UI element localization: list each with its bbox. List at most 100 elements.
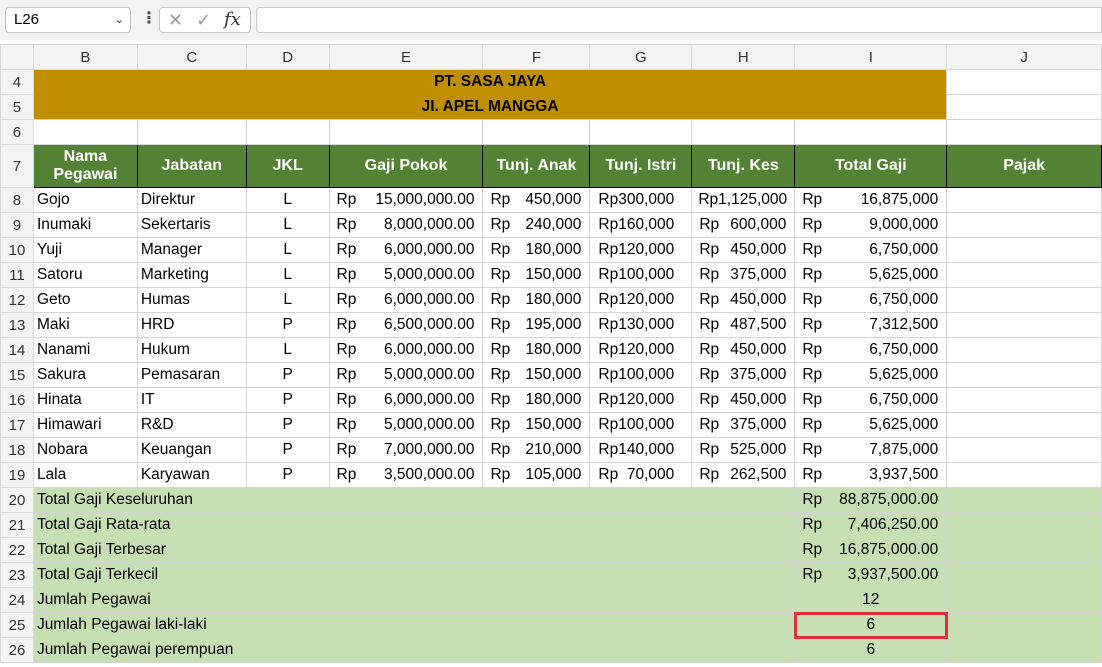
employee-position[interactable]: HRD	[136, 312, 247, 338]
tax-cell[interactable]	[946, 187, 1102, 213]
wife-allowance[interactable]: Rp100,000	[589, 412, 693, 438]
health-allowance[interactable]: Rp 525,000	[691, 437, 796, 463]
child-allowance[interactable]: Rp 150,000	[482, 412, 591, 438]
child-allowance[interactable]: Rp 240,000	[482, 212, 591, 238]
employee-gender[interactable]: L	[245, 187, 330, 213]
cancel-icon[interactable]: ✕	[168, 10, 184, 30]
tax-cell[interactable]	[946, 437, 1102, 463]
employee-gender[interactable]: P	[245, 312, 330, 338]
confirm-icon[interactable]: ✓	[196, 10, 212, 30]
employee-position[interactable]: Humas	[136, 287, 247, 313]
health-allowance[interactable]: Rp 375,000	[691, 412, 796, 438]
company-address[interactable]: JI. APEL MANGGA	[33, 94, 947, 120]
chevron-down-icon[interactable]: ⌄	[114, 14, 124, 26]
employee-gender[interactable]: L	[245, 287, 330, 313]
employee-name[interactable]: Nanami	[32, 337, 138, 363]
cell[interactable]	[482, 119, 591, 145]
cell[interactable]	[328, 119, 484, 145]
child-allowance[interactable]: Rp 195,000	[482, 312, 591, 338]
child-allowance[interactable]: Rp 105,000	[482, 462, 591, 488]
summary-value[interactable]: Rp 88,875,000.00	[794, 487, 948, 513]
cell[interactable]	[589, 119, 693, 145]
summary-label[interactable]: Jumlah Pegawai	[32, 587, 796, 613]
insert-function-icon[interactable]: fx	[224, 9, 241, 30]
employee-gender[interactable]: L	[245, 262, 330, 288]
tax-cell[interactable]	[946, 262, 1102, 288]
employee-name[interactable]: Sakura	[32, 362, 138, 388]
row-header[interactable]: 21	[0, 512, 34, 538]
row-header[interactable]: 11	[0, 262, 34, 288]
column-title-anak[interactable]: Tunj. Anak	[482, 144, 591, 188]
wife-allowance[interactable]: Rp120,000	[589, 287, 693, 313]
wife-allowance[interactable]: Rp120,000	[589, 387, 693, 413]
row-header[interactable]: 24	[0, 587, 34, 613]
row-header[interactable]: 7	[0, 144, 34, 188]
child-allowance[interactable]: Rp 150,000	[482, 262, 591, 288]
health-allowance[interactable]: Rp 375,000	[691, 362, 796, 388]
cell[interactable]	[946, 587, 1102, 613]
column-title-total[interactable]: Total Gaji	[794, 144, 948, 188]
row-header[interactable]: 14	[0, 337, 34, 363]
wife-allowance[interactable]: Rp 70,000	[589, 462, 693, 488]
cell[interactable]	[794, 119, 948, 145]
wife-allowance[interactable]: Rp100,000	[589, 362, 693, 388]
row-header[interactable]: 8	[0, 187, 34, 213]
health-allowance[interactable]: Rp 262,500	[691, 462, 796, 488]
summary-label[interactable]: Total Gaji Keseluruhan	[32, 487, 796, 513]
row-header[interactable]: 10	[0, 237, 34, 263]
health-allowance[interactable]: Rp 450,000	[691, 387, 796, 413]
wife-allowance[interactable]: Rp140,000	[589, 437, 693, 463]
employee-name[interactable]: Gojo	[32, 187, 138, 213]
health-allowance[interactable]: Rp1,125,000	[691, 187, 796, 213]
row-header[interactable]: 18	[0, 437, 34, 463]
base-salary[interactable]: Rp 6,500,000.00	[328, 312, 484, 338]
base-salary[interactable]: Rp 6,000,000.00	[328, 287, 484, 313]
company-name[interactable]: PT. SASA JAYA	[33, 69, 947, 95]
health-allowance[interactable]: Rp 375,000	[691, 262, 796, 288]
base-salary[interactable]: Rp 3,500,000.00	[328, 462, 484, 488]
base-salary[interactable]: Rp 15,000,000.00	[328, 187, 484, 213]
summary-value[interactable]: 6	[794, 637, 948, 663]
total-salary[interactable]: Rp 5,625,000	[794, 262, 948, 288]
row-header[interactable]: 16	[0, 387, 34, 413]
summary-value[interactable]: Rp 7,406,250.00	[794, 512, 948, 538]
wife-allowance[interactable]: Rp130,000	[589, 312, 693, 338]
tax-cell[interactable]	[946, 337, 1102, 363]
row-header[interactable]: 9	[0, 212, 34, 238]
summary-label[interactable]: Total Gaji Terkecil	[32, 562, 796, 588]
base-salary[interactable]: Rp 6,000,000.00	[328, 387, 484, 413]
child-allowance[interactable]: Rp 180,000	[482, 337, 591, 363]
child-allowance[interactable]: Rp 210,000	[482, 437, 591, 463]
tax-cell[interactable]	[946, 237, 1102, 263]
employee-name[interactable]: Lala	[32, 462, 138, 488]
tax-cell[interactable]	[946, 287, 1102, 313]
child-allowance[interactable]: Rp 180,000	[482, 287, 591, 313]
child-allowance[interactable]: Rp 150,000	[482, 362, 591, 388]
summary-label[interactable]: Total Gaji Rata-rata	[32, 512, 796, 538]
row-header[interactable]: 25	[0, 612, 34, 638]
total-salary[interactable]: Rp 7,312,500	[794, 312, 948, 338]
tax-cell[interactable]	[946, 387, 1102, 413]
row-header[interactable]: 12	[0, 287, 34, 313]
tax-cell[interactable]	[946, 462, 1102, 488]
summary-value[interactable]: 6	[793, 611, 948, 639]
column-title-kes[interactable]: Tunj. Kes	[691, 144, 796, 188]
base-salary[interactable]: Rp 5,000,000.00	[328, 412, 484, 438]
employee-position[interactable]: Marketing	[136, 262, 247, 288]
employee-position[interactable]: Karyawan	[136, 462, 247, 488]
employee-gender[interactable]: P	[245, 387, 330, 413]
summary-label[interactable]: Jumlah Pegawai perempuan	[32, 637, 796, 663]
employee-name[interactable]: Hinata	[32, 387, 138, 413]
employee-position[interactable]: R&D	[136, 412, 247, 438]
column-header-J[interactable]: J	[946, 44, 1102, 70]
cell[interactable]	[946, 562, 1102, 588]
column-header-C[interactable]: C	[136, 44, 247, 70]
employee-gender[interactable]: L	[245, 237, 330, 263]
wife-allowance[interactable]: Rp160,000	[589, 212, 693, 238]
employee-name[interactable]: Himawari	[32, 412, 138, 438]
column-title-pajak[interactable]: Pajak	[946, 144, 1102, 188]
employee-position[interactable]: Manager	[136, 237, 247, 263]
cell[interactable]	[946, 119, 1102, 145]
column-title-nama[interactable]: Nama Pegawai	[32, 144, 138, 188]
health-allowance[interactable]: Rp 487,500	[691, 312, 796, 338]
